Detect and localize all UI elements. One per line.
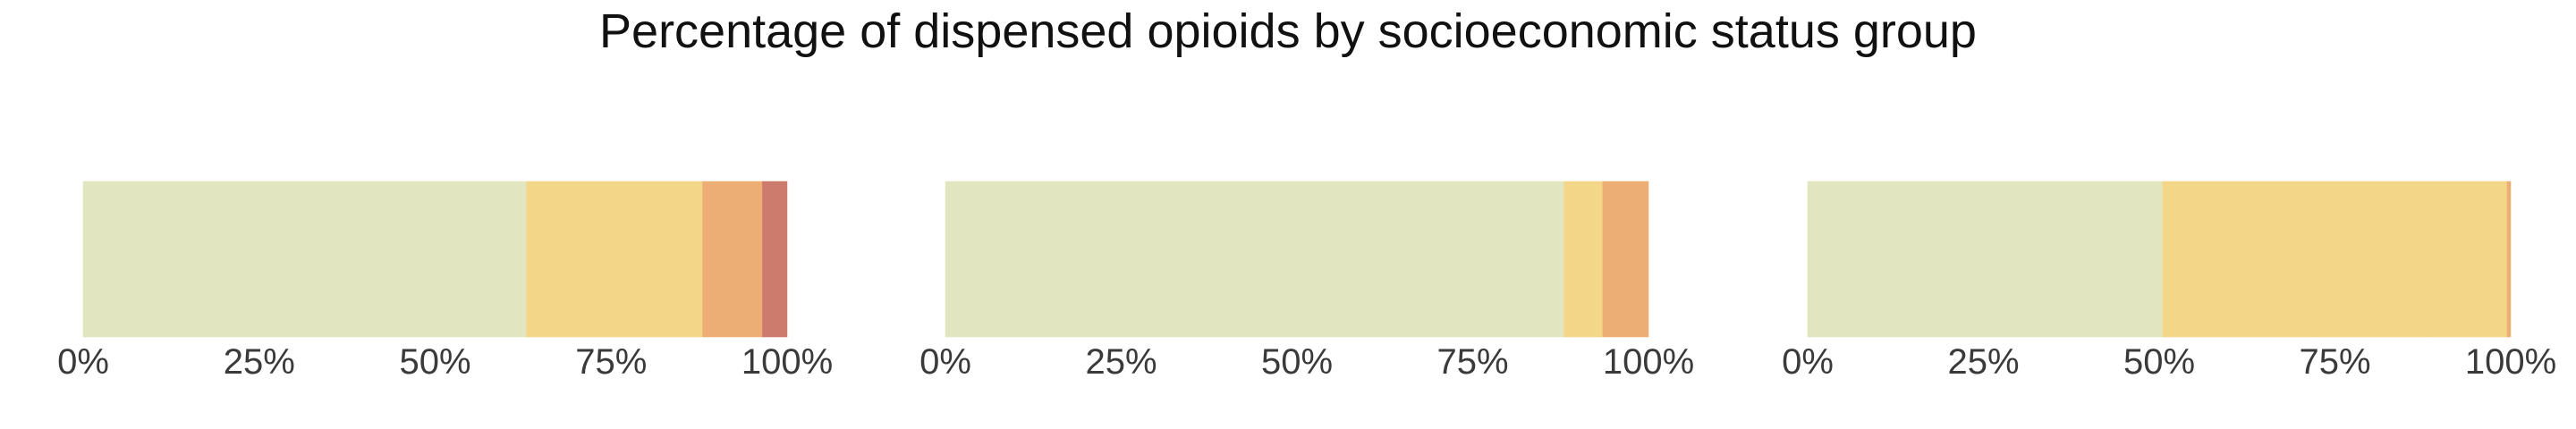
x-tick-label-3-3: 50%	[2123, 342, 2195, 382]
bar-segment-3-4	[2426, 181, 2508, 338]
bar-segment-3-3	[2313, 181, 2427, 338]
chart-panel-2: 0% 25% 50% 75% 100%	[919, 181, 1694, 382]
x-tick-label-2-5: 100%	[1603, 342, 1694, 382]
bar-segment-1-1	[82, 181, 528, 338]
x-tick-label-3-1: 0%	[1782, 342, 1834, 382]
x-tick-label-2-2: 25%	[1085, 342, 1157, 382]
x-tick-label-1-1: 0%	[57, 342, 109, 382]
x-tick-label-1-2: 25%	[224, 342, 295, 382]
x-tick-label-2-1: 0%	[919, 342, 971, 382]
x-tick-label-2-4: 75%	[1436, 342, 1508, 382]
bar-segment-3-1	[1807, 181, 2164, 338]
x-tick-label-1-4: 75%	[575, 342, 647, 382]
bar-segment-1-3	[702, 181, 763, 338]
chart-panel-1: 0% 25% 50% 75% 100%	[57, 181, 833, 382]
bar-segment-2-2	[1563, 181, 1604, 338]
x-tick-label-1-5: 100%	[741, 342, 833, 382]
x-tick-label-1-3: 50%	[399, 342, 470, 382]
bar-segment-3-5	[2506, 181, 2512, 338]
bar-segment-1-2	[526, 181, 703, 338]
bar-segment-2-3	[1602, 181, 1649, 338]
x-tick-label-3-2: 25%	[1947, 342, 2019, 382]
bar-segment-1-4	[762, 181, 788, 338]
bar-segment-2-1	[945, 181, 1564, 338]
chart-panel-3: 0% 25% 50% 75% 100%	[1782, 181, 2556, 382]
chart-title: Percentage of dispensed opioids by socio…	[599, 4, 1977, 58]
bar-segment-3-2	[2162, 181, 2315, 338]
x-tick-label-2-3: 50%	[1261, 342, 1333, 382]
x-tick-label-3-4: 75%	[2299, 342, 2370, 382]
x-tick-label-3-5: 100%	[2465, 342, 2556, 382]
